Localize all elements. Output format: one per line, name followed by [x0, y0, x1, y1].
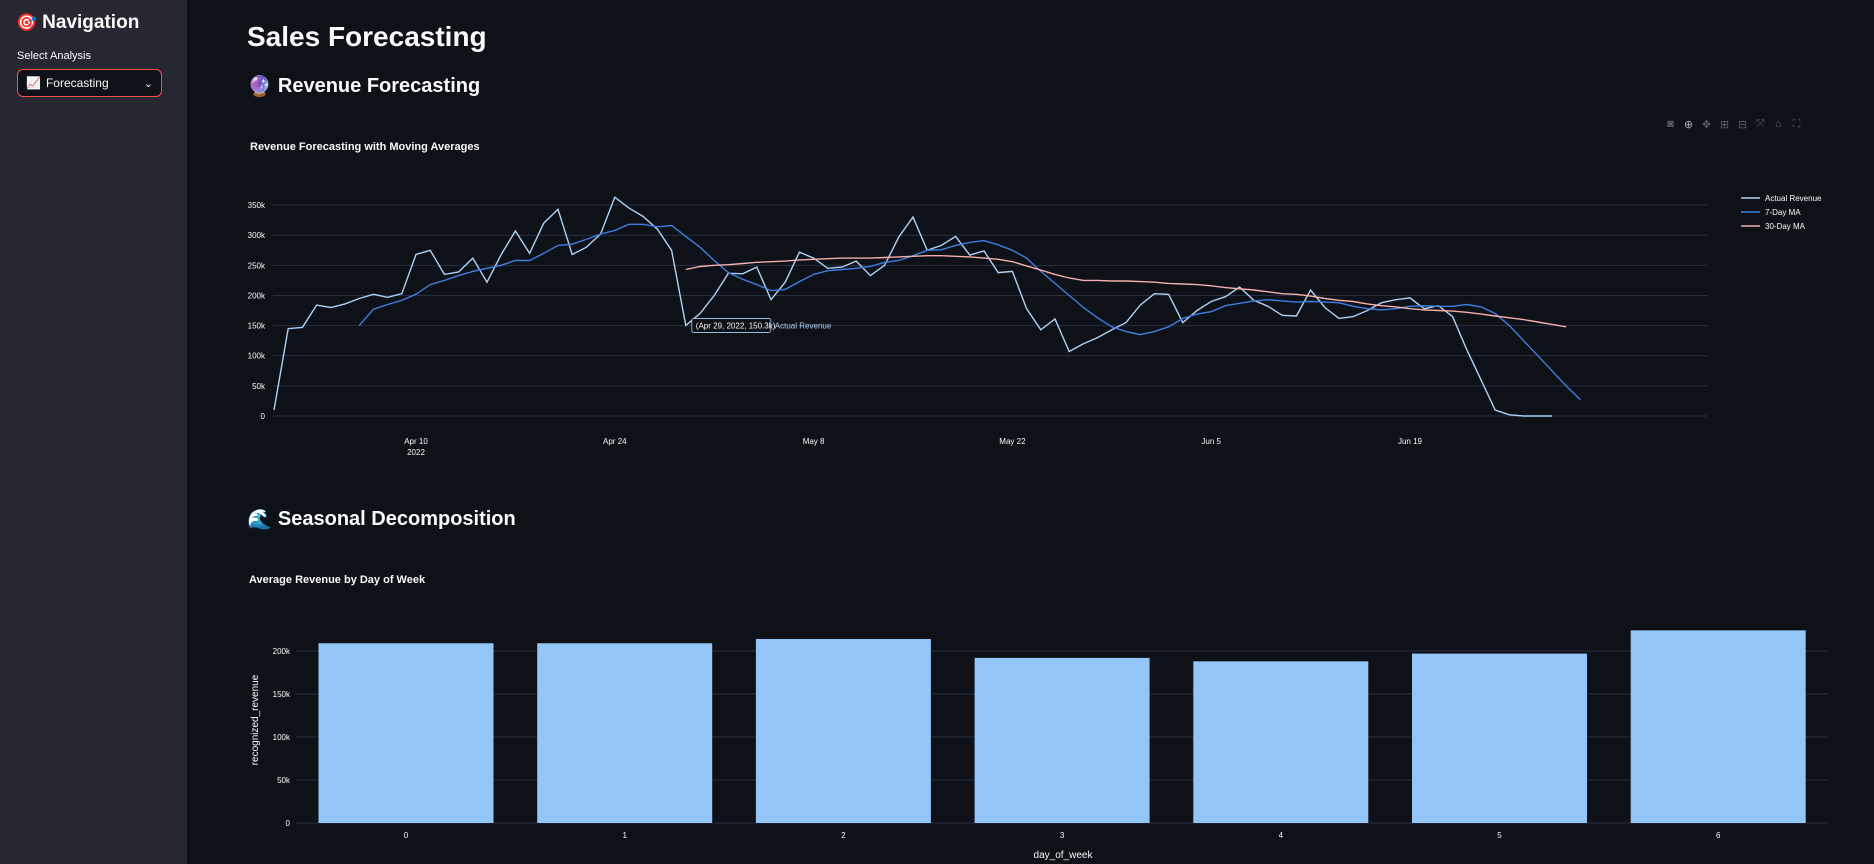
reset-axes-icon[interactable]: ⌂	[1775, 118, 1782, 130]
bar	[1630, 630, 1806, 823]
y-tick-label: 100k	[273, 733, 291, 742]
chart-increasing-icon: 📈	[26, 76, 41, 90]
page-title: Sales Forecasting	[247, 21, 487, 52]
wave-icon: 🌊	[247, 509, 272, 531]
fullscreen-icon[interactable]: ⛶	[1792, 118, 1801, 130]
bar	[537, 643, 713, 823]
zoom-in-icon[interactable]: ⊞	[1719, 119, 1730, 131]
select-analysis-label: Select Analysis	[17, 50, 91, 62]
y-tick-label: 250k	[248, 261, 266, 270]
y-tick-label: 150k	[248, 322, 266, 331]
y-tick-label: 300k	[248, 231, 266, 240]
y-tick-label: 200k	[273, 647, 291, 656]
x-tick-label: 0	[404, 831, 409, 840]
y-tick-label: 50k	[252, 382, 266, 391]
bar	[1412, 653, 1587, 823]
bar	[755, 638, 931, 823]
x-tick-label: May 8	[803, 437, 825, 446]
camera-icon[interactable]: ◙	[1667, 118, 1674, 130]
sidebar-title-text: Navigation	[42, 12, 140, 33]
series-line	[273, 196, 1552, 417]
y-tick-label: 50k	[277, 776, 291, 785]
x-tick-label: 2	[841, 831, 846, 840]
sidebar: 🎯 Navigation Select Analysis 📈 Forecasti…	[0, 0, 187, 864]
zoom-icon[interactable]: ⊕	[1683, 119, 1694, 131]
bar	[1193, 661, 1369, 823]
y-tick-label: 0	[286, 819, 291, 828]
y-axis-title: recognized_revenue	[250, 674, 261, 765]
target-icon: 🎯	[16, 13, 38, 32]
y-tick-label: 200k	[248, 291, 266, 300]
section-title-text: Revenue Forecasting	[277, 75, 481, 97]
chart2-title: Average Revenue by Day of Week	[249, 574, 426, 586]
x-tick-label: May 22	[999, 437, 1026, 446]
y-tick-label: 100k	[248, 352, 266, 361]
series-line	[685, 254, 1567, 328]
analysis-select[interactable]: 📈 Forecasting ⌄	[17, 69, 162, 97]
x-tick-label: Apr 10	[404, 437, 428, 446]
series-line	[358, 223, 1581, 401]
x-tick-label: 4	[1279, 831, 1284, 840]
x-tick-label: 2022	[407, 448, 425, 457]
y-tick-label: 150k	[273, 690, 291, 699]
x-tick-label: Jun 19	[1398, 437, 1423, 446]
sidebar-title: 🎯 Navigation	[16, 12, 139, 34]
x-tick-label: 1	[622, 831, 627, 840]
hover-label: (Apr 29, 2022, 150.3k)	[696, 321, 776, 330]
x-tick-label: 3	[1060, 831, 1065, 840]
x-tick-label: 6	[1716, 831, 1721, 840]
legend-item: Actual Revenue	[1765, 194, 1822, 203]
x-tick-label: Jun 5	[1201, 437, 1221, 446]
section-seasonal-decomposition: 🌊 Seasonal Decomposition	[247, 507, 516, 532]
x-tick-label: 5	[1497, 831, 1502, 840]
y-tick-label: 350k	[248, 201, 266, 210]
hover-box	[691, 318, 772, 333]
crystal-ball-icon: 🔮	[247, 76, 272, 98]
chevron-down-icon[interactable]: ⌄	[143, 77, 153, 90]
chart1-title: Revenue Forecasting with Moving Averages	[250, 141, 480, 153]
analysis-select-value: Forecasting	[45, 76, 109, 90]
legend-item: 30-Day MA	[1765, 222, 1806, 231]
bar	[974, 657, 1150, 823]
y-tick-label: 0	[261, 412, 266, 421]
section-revenue-forecasting: 🔮 Revenue Forecasting	[247, 74, 480, 99]
pan-icon[interactable]: ✥	[1701, 119, 1712, 131]
zoom-out-icon[interactable]: ⊟	[1737, 119, 1748, 131]
legend-item: 7-Day MA	[1765, 208, 1801, 217]
bar	[318, 643, 494, 823]
chart-toolbar: ◙ ⊕ ✥ ⊞ ⊟ ⤧ ⌂ ⛶	[1664, 118, 1803, 131]
autoscale-icon[interactable]: ⤧	[1756, 118, 1765, 130]
x-axis-title: day_of_week	[1034, 850, 1094, 861]
hover-series-label: Actual Revenue	[775, 321, 832, 330]
section-title-text: Seasonal Decomposition	[277, 508, 516, 530]
x-tick-label: Apr 24	[603, 437, 627, 446]
